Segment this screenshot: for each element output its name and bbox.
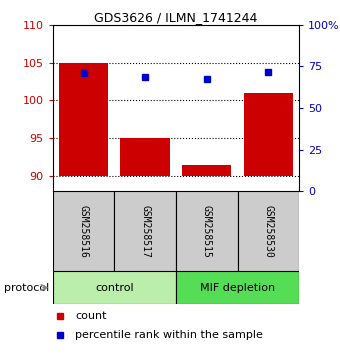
Bar [53,271,176,304]
Text: MIF depletion: MIF depletion [200,282,275,293]
Bar [182,165,232,176]
Bar [176,271,299,304]
Text: GSM258517: GSM258517 [140,205,150,257]
Text: GSM258530: GSM258530 [264,205,273,257]
Title: GDS3626 / ILMN_1741244: GDS3626 / ILMN_1741244 [94,11,258,24]
Text: GSM258515: GSM258515 [202,205,212,257]
Bar [176,191,238,271]
Bar [238,191,299,271]
Text: GSM258516: GSM258516 [79,205,88,257]
Bar [59,63,108,176]
Text: percentile rank within the sample: percentile rank within the sample [75,330,263,340]
Bar [114,191,176,271]
Text: count: count [75,311,106,321]
Bar [244,93,293,176]
Text: control: control [95,282,134,293]
Text: protocol: protocol [4,282,50,293]
Bar [53,191,114,271]
Bar [120,138,170,176]
